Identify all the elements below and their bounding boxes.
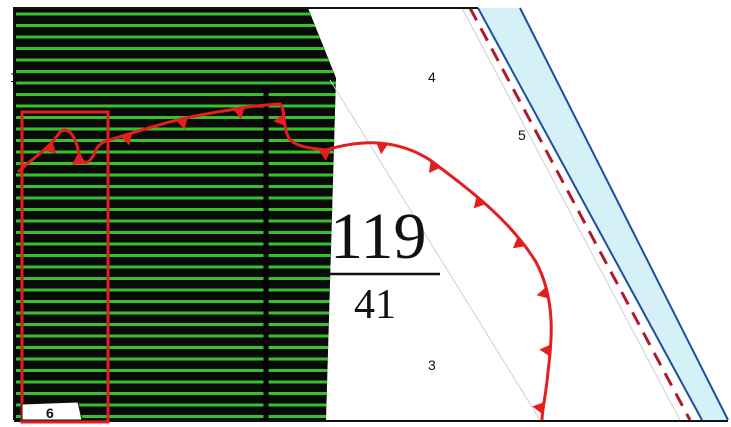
zone-4-label: 4	[428, 69, 436, 85]
water-strip	[478, 8, 728, 420]
zone-3-label: 3	[428, 357, 436, 373]
boundary-tick	[428, 160, 441, 173]
boundary-tick	[72, 153, 85, 165]
boundary-tick	[319, 149, 331, 161]
water-edge-right	[519, 7, 729, 421]
boundary-tick	[539, 344, 551, 357]
parcel-subnumber: 41	[354, 282, 396, 328]
boundary-tick	[512, 236, 526, 249]
boundary-tick	[44, 141, 57, 154]
boundary-tick	[473, 196, 486, 209]
boundary-tick-marks	[44, 107, 551, 414]
zone-6-box	[21, 401, 83, 421]
boundary-tick	[376, 142, 389, 155]
map-frame	[13, 7, 478, 420]
parcel-number: 119	[330, 200, 427, 273]
red-parcel-outline	[20, 110, 110, 424]
water-edge-left	[477, 7, 703, 421]
boundary-tick	[273, 113, 285, 126]
boundary-tick	[532, 402, 544, 414]
guide-line-outer	[461, 7, 681, 421]
boundary-tick	[233, 107, 245, 120]
boundary-tick	[536, 286, 549, 299]
zone-5-label: 5	[518, 127, 526, 143]
dashed-boundary	[468, 7, 692, 421]
boundary-tick	[176, 117, 188, 130]
zone-6-label: 6	[46, 405, 54, 421]
guide-line-inner	[329, 79, 541, 421]
boundary-tick	[120, 133, 132, 146]
zone-1-label: 1	[10, 69, 18, 85]
